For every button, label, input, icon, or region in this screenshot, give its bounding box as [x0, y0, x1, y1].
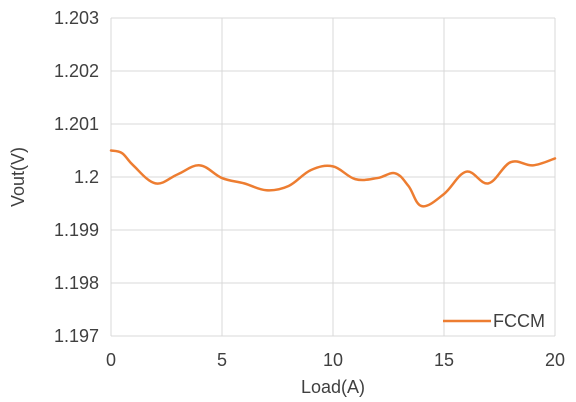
- x-axis-title: Load(A): [301, 377, 365, 397]
- series-line-fccm: [109, 149, 557, 208]
- y-tick-label: 1.201: [54, 114, 99, 134]
- legend-label-fccm: FCCM: [493, 311, 545, 331]
- y-tick-label: 1.198: [54, 273, 99, 293]
- x-tick-label: 15: [434, 350, 454, 370]
- y-tick-label: 1.203: [54, 8, 99, 28]
- y-tick-label: 1.202: [54, 61, 99, 81]
- y-tick-label: 1.197: [54, 326, 99, 346]
- x-tick-label: 5: [217, 350, 227, 370]
- y-axis-title: Vout(V): [8, 147, 28, 207]
- y-tick-label: 1.199: [54, 220, 99, 240]
- x-tick-label: 0: [106, 350, 116, 370]
- grid: [110, 17, 556, 337]
- x-tick-label: 10: [323, 350, 343, 370]
- x-tick-label: 20: [545, 350, 565, 370]
- axes: [110, 18, 555, 337]
- y-tick-label: 1.2: [74, 167, 99, 187]
- tick-labels: 1.197 1.198 1.199 1.2 1.201 1.202 1.203 0 5 10 15 2…: [54, 8, 565, 370]
- series-layer: [109, 149, 557, 208]
- legend: FCCM: [443, 311, 545, 331]
